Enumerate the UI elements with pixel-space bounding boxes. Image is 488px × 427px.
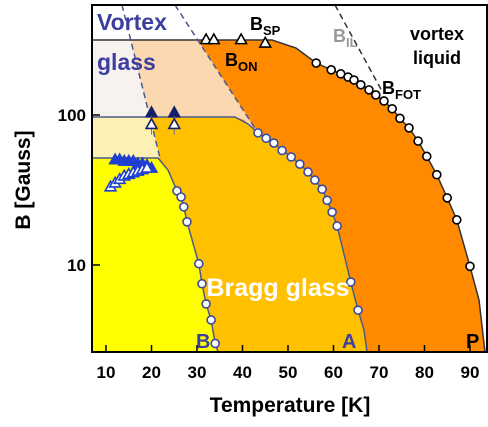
point (253, 128, 263, 138)
point (206, 315, 216, 325)
point (451, 215, 462, 225)
point (295, 159, 305, 169)
label-sub: IL (346, 35, 358, 50)
point (303, 167, 313, 177)
annotation: glass (97, 49, 156, 75)
point (364, 85, 374, 95)
point (332, 221, 342, 231)
point (286, 152, 296, 162)
point (234, 32, 248, 45)
y-tick-label: 100 (58, 106, 86, 125)
point (201, 299, 211, 309)
point (421, 151, 432, 162)
y-axis-title: B [Gauss] (12, 130, 35, 229)
x-tick-label: 10 (97, 363, 116, 382)
point (404, 123, 414, 133)
point (379, 96, 389, 106)
region (131, 40, 258, 133)
annotation: BON (225, 50, 258, 74)
point (327, 207, 337, 217)
annotation: vortex (410, 24, 464, 44)
x-tick-label: 20 (142, 363, 161, 382)
label-sub: FOT (395, 87, 421, 102)
point (310, 175, 320, 185)
point (176, 192, 186, 202)
point (371, 90, 381, 100)
point (431, 169, 442, 180)
dashed-boundary (334, 4, 384, 94)
point (269, 138, 279, 148)
point (326, 65, 337, 75)
x-tick-label: 80 (415, 363, 434, 382)
point (322, 195, 332, 206)
annotation: BIL (333, 26, 358, 50)
point (197, 278, 207, 289)
label-sub: SP (263, 23, 281, 38)
annotation: Vortex (97, 9, 167, 35)
x-tick-label: 60 (324, 363, 343, 382)
point (140, 160, 154, 173)
label: B (333, 26, 346, 46)
x-axis-title: Temperature [K] (210, 394, 371, 417)
plot-layer: 10 20 30 40 50 60 70 80 90 10 100 (58, 32, 480, 382)
point (199, 32, 213, 45)
annotation: BSP (250, 14, 281, 38)
point (182, 217, 192, 227)
plot-frame (91, 4, 488, 353)
label: B (382, 78, 395, 98)
label: B (250, 14, 263, 34)
point (194, 258, 204, 269)
annotation: Bragg glass (206, 274, 349, 302)
point (395, 113, 405, 124)
point (413, 136, 423, 146)
annotation: BFOT (382, 78, 421, 102)
point (210, 338, 221, 349)
point (353, 305, 363, 315)
point (349, 75, 359, 85)
point (311, 58, 322, 68)
point (261, 133, 271, 144)
region (92, 117, 160, 158)
x-tick-label: 50 (279, 363, 298, 382)
annotation: P (466, 331, 479, 353)
annotation: A (342, 331, 356, 353)
x-tick-label: 30 (188, 363, 207, 382)
dashed-boundary (174, 4, 259, 134)
x-tick-label: 90 (461, 363, 480, 382)
point (387, 103, 397, 114)
point (317, 184, 327, 195)
point (167, 117, 182, 130)
point (258, 35, 273, 48)
point (144, 117, 159, 130)
point (207, 32, 221, 45)
annotation: B (196, 331, 210, 353)
x-tick-label: 40 (233, 363, 252, 382)
point (465, 261, 475, 272)
point (345, 277, 356, 287)
point (355, 79, 366, 90)
point (179, 202, 189, 212)
x-tick-label: 70 (370, 363, 389, 382)
dashed-boundary (121, 4, 161, 159)
region (92, 158, 218, 352)
y-tick-label: 10 (67, 256, 86, 275)
point (442, 193, 453, 203)
annotation: liquid (413, 48, 461, 68)
label: B (225, 50, 238, 70)
point (277, 145, 287, 156)
label-sub: ON (238, 59, 258, 74)
